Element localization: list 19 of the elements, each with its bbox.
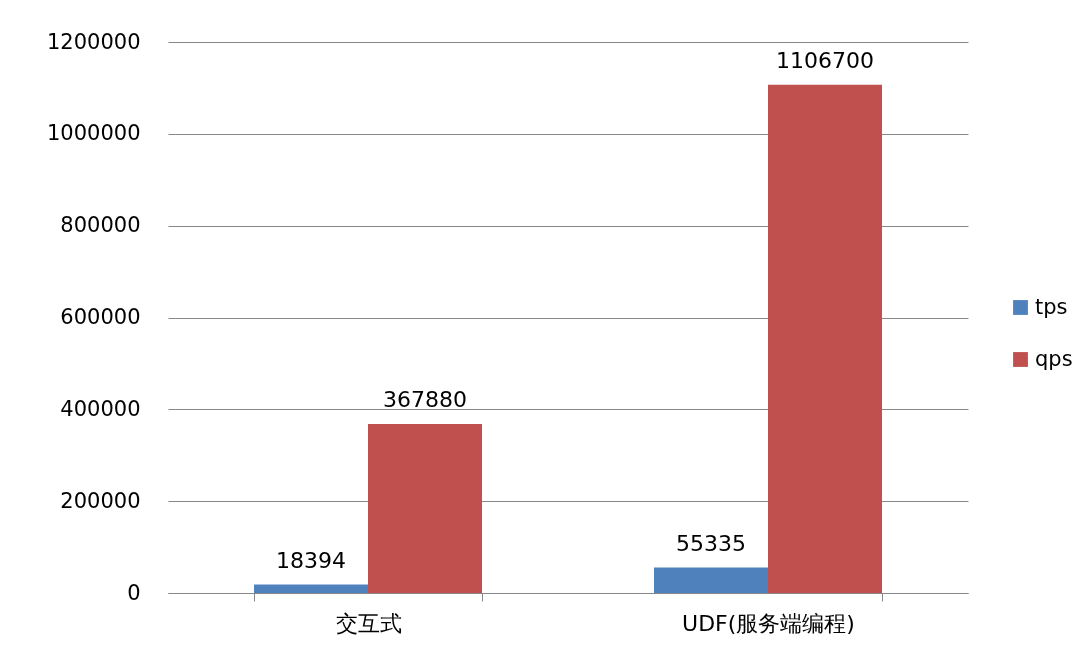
bar xyxy=(654,567,768,593)
data-label: 1106700 xyxy=(776,47,874,73)
data-label: 367880 xyxy=(383,387,467,413)
legend-label: tps xyxy=(1035,294,1068,319)
y-tick-label: 600000 xyxy=(60,305,141,329)
y-tick-label: 1000000 xyxy=(46,121,141,146)
y-tick-label: 0 xyxy=(127,580,141,605)
bar xyxy=(368,424,482,593)
bar xyxy=(254,584,368,593)
y-tick-label: 200000 xyxy=(60,488,141,513)
y-tick-label: 400000 xyxy=(60,396,141,421)
legend-label: qps xyxy=(1035,346,1073,371)
data-label: 18394 xyxy=(276,547,346,573)
x-tick-label: UDF(服务端编程) xyxy=(682,610,855,636)
data-label: 55335 xyxy=(676,530,746,556)
bar xyxy=(768,84,882,593)
x-tick-label: 交互式 xyxy=(335,610,402,636)
y-tick-label: 1200000 xyxy=(46,29,141,54)
y-tick-label: 800000 xyxy=(60,213,141,238)
